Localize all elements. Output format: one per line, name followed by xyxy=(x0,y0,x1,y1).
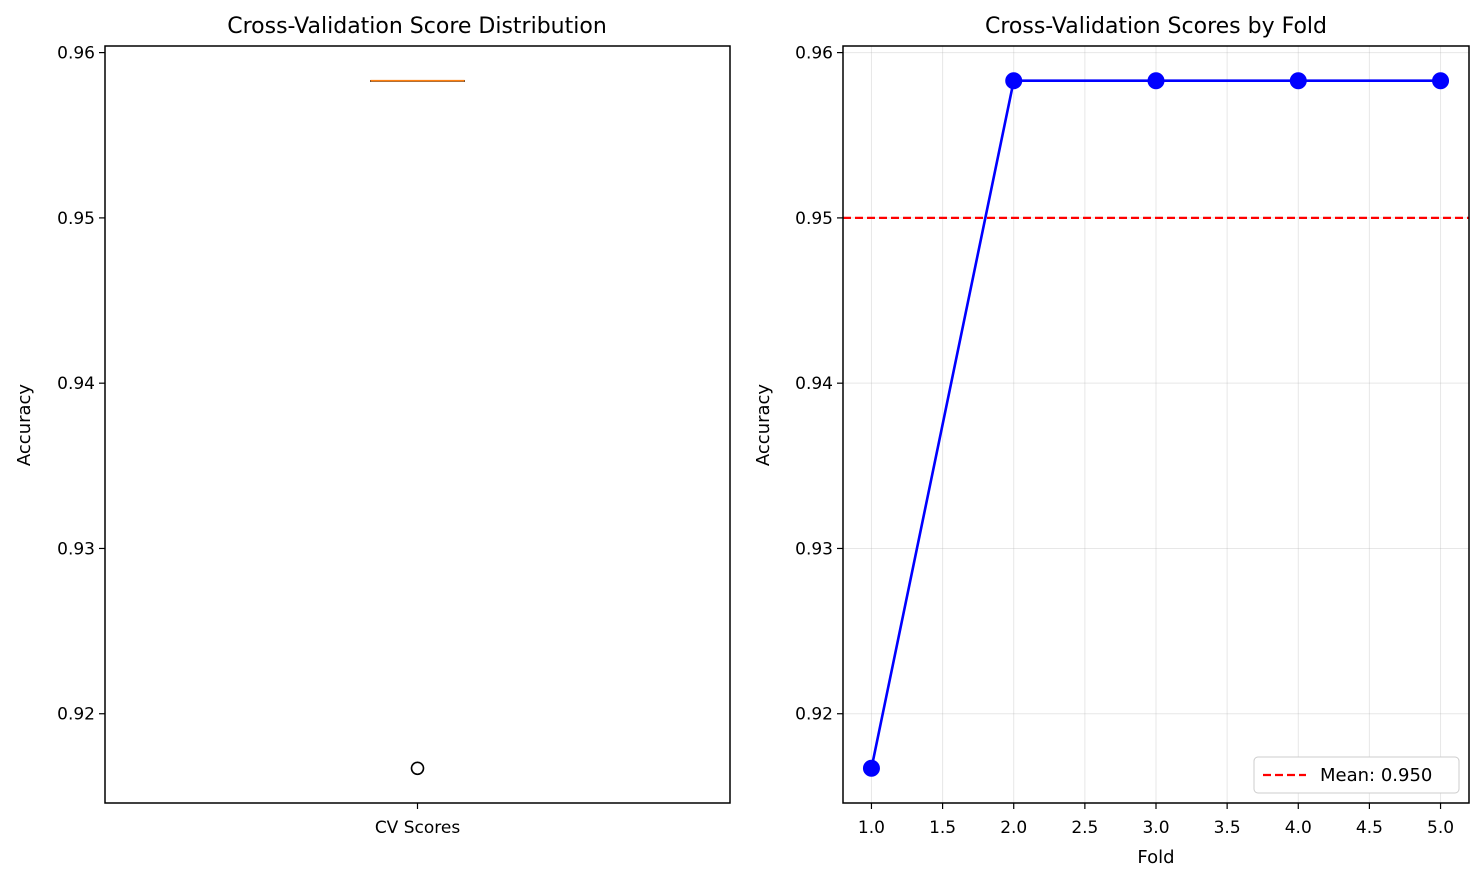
y-axis-label: Accuracy xyxy=(14,384,35,467)
x-tick-label: 3.0 xyxy=(1142,818,1169,838)
y-tick-label: 0.95 xyxy=(57,209,95,229)
x-tick-label: 2.5 xyxy=(1071,818,1098,838)
y-tick-label: 0.95 xyxy=(795,209,833,229)
legend: Mean: 0.950 xyxy=(1253,756,1460,794)
x-tick-label: 4.0 xyxy=(1285,818,1312,838)
data-point xyxy=(1289,72,1307,90)
y-axis-label: Accuracy xyxy=(753,384,774,467)
y-tick-label: 0.93 xyxy=(57,539,95,559)
y-tick-label: 0.93 xyxy=(795,539,833,559)
plot-area: 0.92 0.93 0.94 0.95 0.96 CV Scores xyxy=(57,44,465,838)
y-tick-label: 0.96 xyxy=(795,44,833,64)
x-tick-label: 1.0 xyxy=(858,818,885,838)
x-tick-label: 5.0 xyxy=(1427,818,1454,838)
data-point xyxy=(1147,72,1165,90)
data-point xyxy=(862,759,880,777)
x-axis-label: Fold xyxy=(1137,847,1174,868)
data-point xyxy=(1005,72,1023,90)
x-tick-label: 3.5 xyxy=(1214,818,1241,838)
y-tick-label: 0.94 xyxy=(795,374,833,394)
outlier-point xyxy=(410,761,425,776)
y-tick-label: 0.92 xyxy=(795,705,833,725)
plot-area: 0.92 0.93 0.94 0.95 0.96 1.0 1.5 2.0 2.5 3.0 3.5 4.… xyxy=(795,44,1469,838)
data-point xyxy=(1432,72,1450,90)
y-tick-label: 0.92 xyxy=(57,705,95,725)
x-tick-label: CV Scores xyxy=(375,818,461,838)
chart-title: Cross-Validation Score Distribution xyxy=(227,14,607,39)
x-tick-label: 4.5 xyxy=(1356,818,1383,838)
y-tick-label: 0.96 xyxy=(57,44,95,64)
plot-frame xyxy=(104,45,731,804)
box-plot-panel: Cross-Validation Score Distribution Accu… xyxy=(14,14,731,838)
line-plot-panel: Cross-Validation Scores by Fold Accuracy… xyxy=(753,14,1470,868)
legend-label-mean: Mean: 0.950 xyxy=(1320,765,1432,786)
x-tick-label: 1.5 xyxy=(929,818,956,838)
chart-title: Cross-Validation Scores by Fold xyxy=(985,14,1327,39)
y-tick-label: 0.94 xyxy=(57,374,95,394)
plot-frame xyxy=(842,45,1470,804)
legend-box xyxy=(1253,756,1460,794)
x-tick-label: 2.0 xyxy=(1000,818,1027,838)
